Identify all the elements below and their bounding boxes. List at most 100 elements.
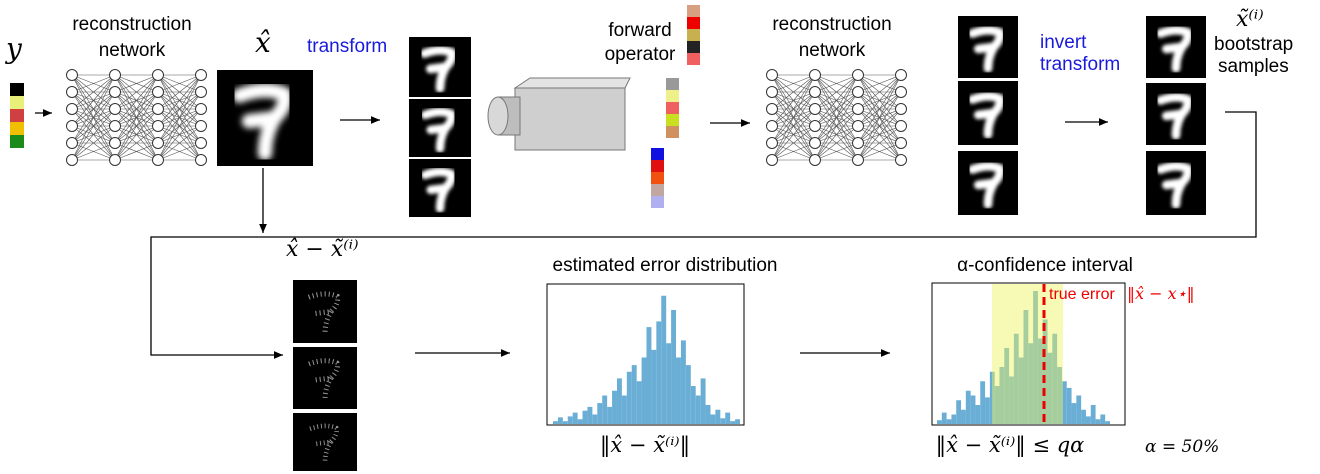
histogram-bar xyxy=(676,358,681,425)
histogram-bar xyxy=(612,391,617,424)
node xyxy=(896,138,907,149)
node xyxy=(110,121,121,132)
difference-images xyxy=(292,279,358,472)
network-label: reconstruction xyxy=(72,14,191,35)
transformed-images xyxy=(408,36,472,218)
histogram-bar xyxy=(592,415,597,425)
node xyxy=(853,104,864,115)
histogram-bar xyxy=(1067,388,1072,424)
node xyxy=(810,138,821,149)
bootstrap-symbol: x̃⁽ⁱ⁾ xyxy=(1236,7,1264,32)
histogram-bar xyxy=(622,396,627,425)
network-label: network xyxy=(799,40,866,61)
network-1 xyxy=(67,70,207,166)
transform-label: transform xyxy=(307,36,387,57)
input-label: y xyxy=(4,32,23,65)
operator-label: forward xyxy=(608,20,671,41)
difference-label: x̂ − x̃⁽ⁱ⁾ xyxy=(286,237,358,262)
node xyxy=(67,121,78,132)
diagram: y reconstruction network x̂ transform fo… xyxy=(0,0,1320,474)
node xyxy=(896,70,907,81)
histogram-bar xyxy=(686,365,691,424)
true-error-formula: ‖x̂ − x⋆‖ xyxy=(1127,284,1195,303)
confidence-title: α-confidence interval xyxy=(957,255,1133,276)
histogram-bar xyxy=(627,372,632,424)
node xyxy=(853,87,864,98)
node xyxy=(67,70,78,81)
histogram-bar xyxy=(1072,403,1077,424)
histogram-bar xyxy=(656,321,661,424)
node xyxy=(196,104,207,115)
histogram-bar xyxy=(651,350,656,424)
histogram-bar xyxy=(617,378,622,424)
histogram-bar xyxy=(720,418,725,424)
histogram-bar xyxy=(583,411,588,424)
node xyxy=(853,121,864,132)
histogram-bar xyxy=(696,396,701,425)
true-error-label: true error xyxy=(1049,286,1115,303)
histogram-bar xyxy=(1096,419,1101,424)
histogram-bar xyxy=(1076,396,1081,425)
bootstrap-label: bootstrap xyxy=(1214,34,1293,55)
histogram-bar xyxy=(1105,421,1110,424)
node xyxy=(110,104,121,115)
histogram-bar xyxy=(661,296,666,424)
histogram-bar xyxy=(701,378,706,424)
histogram-bar xyxy=(632,365,637,424)
node xyxy=(67,138,78,149)
histogram-bar xyxy=(735,419,740,424)
histogram-bar xyxy=(710,415,715,425)
histogram-bar xyxy=(573,413,578,424)
node xyxy=(767,70,778,81)
confidence-band xyxy=(992,284,1063,424)
histogram-bar xyxy=(578,419,583,424)
node xyxy=(153,121,164,132)
node xyxy=(810,121,821,132)
bootstrap-images xyxy=(1145,15,1207,216)
bootstrap-label: samples xyxy=(1218,56,1289,77)
alpha-label: α = 50% xyxy=(1145,437,1219,457)
histogram-bar xyxy=(1091,405,1096,424)
node xyxy=(810,104,821,115)
node xyxy=(196,70,207,81)
node xyxy=(153,104,164,115)
network-2 xyxy=(767,70,907,166)
node xyxy=(810,155,821,166)
histogram-title: estimated error distribution xyxy=(553,255,778,276)
node xyxy=(810,87,821,98)
histogram-bar xyxy=(666,343,671,424)
histogram-bar xyxy=(691,386,696,424)
histogram-bar xyxy=(637,381,642,424)
histogram-bar xyxy=(951,415,956,425)
node xyxy=(67,155,78,166)
confidence-xlabel: ‖x̂ − x̃⁽ⁱ⁾‖ ≤ qα xyxy=(936,433,1085,458)
histogram-bar xyxy=(553,421,558,424)
histogram-bar xyxy=(647,327,652,424)
node xyxy=(196,138,207,149)
operator-label: operator xyxy=(605,44,676,65)
histogram-bar xyxy=(1086,416,1091,424)
node xyxy=(896,87,907,98)
camera xyxy=(488,78,630,150)
histogram-bar xyxy=(681,340,686,424)
invert-label: transform xyxy=(1040,54,1120,75)
reconstructed-images xyxy=(957,15,1019,216)
network-label: reconstruction xyxy=(772,14,891,35)
node xyxy=(153,155,164,166)
histogram-bar xyxy=(725,413,730,424)
histogram-bar xyxy=(947,419,952,424)
node xyxy=(196,155,207,166)
histogram-xlabel: ‖x̂ − x̃⁽ⁱ⁾‖ xyxy=(600,433,690,458)
node xyxy=(196,87,207,98)
histogram-bar xyxy=(730,421,735,424)
histogram-bar xyxy=(1100,415,1105,425)
node xyxy=(896,121,907,132)
node xyxy=(896,104,907,115)
node xyxy=(110,70,121,81)
node xyxy=(810,70,821,81)
node xyxy=(196,121,207,132)
node xyxy=(67,87,78,98)
node xyxy=(853,70,864,81)
histogram-bar xyxy=(980,381,985,424)
histogram-bar xyxy=(961,410,966,424)
